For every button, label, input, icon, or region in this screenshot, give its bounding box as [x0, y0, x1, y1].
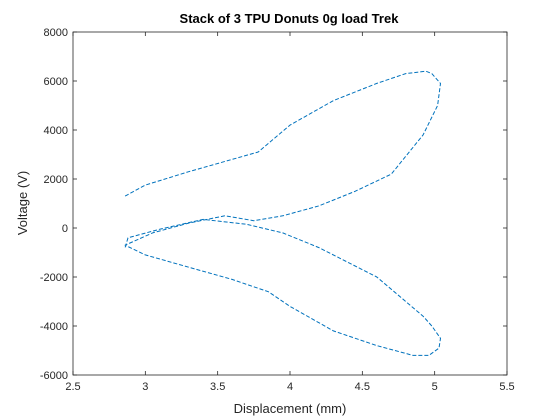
x-tick-label: 5.5	[499, 381, 514, 393]
x-tick-label: 4.5	[355, 381, 370, 393]
x-tick-label: 2.5	[65, 381, 80, 393]
y-axis: -6000 -4000 -2000 0 2000 4000 6000 8000	[40, 27, 507, 382]
y-tick-label: -4000	[40, 321, 68, 333]
x-axis-label: Displacement (mm)	[234, 401, 347, 416]
x-tick-label: 5	[432, 381, 438, 393]
series-line	[124, 70, 441, 356]
plot-layer	[124, 70, 441, 356]
x-tick-label: 3	[142, 381, 148, 393]
x-tick-label: 3.5	[210, 381, 225, 393]
x-tick-label: 4	[287, 381, 293, 393]
y-tick-label: 4000	[44, 125, 68, 137]
y-axis-label: Voltage (V)	[15, 171, 30, 235]
y-tick-label: 8000	[44, 27, 68, 39]
y-tick-label: -2000	[40, 272, 68, 284]
y-tick-label: 2000	[44, 174, 68, 186]
axes-box	[72, 31, 508, 376]
y-tick-label: 0	[62, 223, 68, 235]
chart-title: Stack of 3 TPU Donuts 0g load Trek	[180, 11, 400, 26]
y-tick-label: -6000	[40, 370, 68, 382]
plot-area	[73, 32, 507, 375]
y-tick-label: 6000	[44, 76, 68, 88]
